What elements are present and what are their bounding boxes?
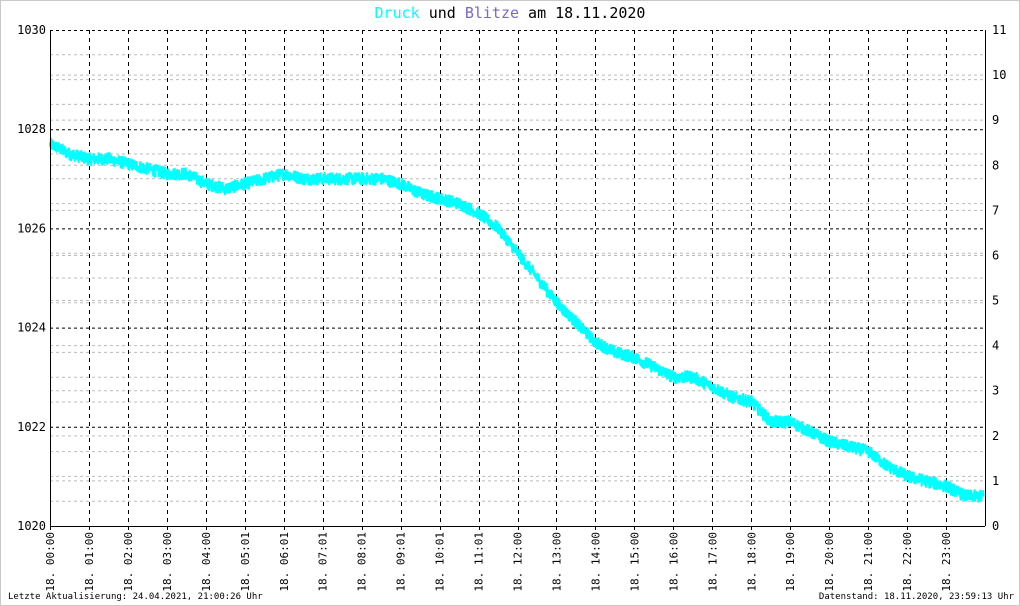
right-tick-label: 11 [992, 23, 1006, 37]
right-tick-label: 0 [992, 519, 999, 533]
left-axis-labels: 1020 1022 1024 1026 1028 1030 [17, 23, 46, 533]
title-und: und [419, 4, 465, 22]
right-tick-label: 9 [992, 113, 999, 127]
right-tick-label: 2 [992, 429, 999, 443]
grid [50, 30, 985, 526]
x-tick-label: 18. 10:01 [434, 532, 447, 592]
x-tick-label: 18. 16:00 [667, 532, 680, 592]
axes [50, 30, 986, 530]
title-blitze: Blitze [464, 4, 520, 22]
x-tick-label: 18. 17:00 [706, 532, 719, 592]
x-tick-label: 18. 03:00 [161, 532, 174, 592]
left-tick-label: 1026 [17, 221, 46, 235]
x-tick-label: 18. 20:00 [823, 532, 836, 592]
x-tick-label: 18. 21:00 [862, 532, 875, 592]
right-tick-label: 1 [992, 474, 999, 488]
x-tick-label: 18. 08:01 [356, 532, 369, 592]
right-tick-label: 8 [992, 158, 999, 172]
x-tick-label: 18. 11:01 [473, 532, 486, 592]
x-tick-label: 18. 13:00 [550, 532, 563, 592]
x-tick-label: 18. 00:00 [44, 532, 57, 592]
x-tick-label: 18. 15:00 [628, 532, 641, 592]
x-tick-label: 18. 04:00 [200, 532, 213, 592]
x-tick-label: 18. 02:00 [122, 532, 135, 592]
right-tick-label: 3 [992, 384, 999, 398]
x-tick-label: 18. 18:00 [745, 532, 758, 592]
x-tick-label: 18. 01:00 [83, 532, 96, 592]
x-tick-label: 18. 06:01 [278, 532, 291, 592]
left-tick-label: 1028 [17, 122, 46, 136]
right-tick-label: 4 [992, 339, 999, 353]
x-tick-label: 18. 22:00 [901, 532, 914, 592]
title-druck: Druck [374, 4, 420, 22]
chart-title: Druck und Blitze am 18.11.2020 [0, 4, 1020, 22]
left-tick-label: 1024 [17, 321, 46, 335]
x-tick-label: 18. 14:00 [589, 532, 602, 592]
title-date: am 18.11.2020 [519, 4, 646, 22]
left-tick-label: 1030 [17, 23, 46, 37]
series-layer [48, 137, 985, 503]
right-axis-labels: 0 1 2 3 4 5 6 7 8 9 10 11 [992, 23, 1006, 533]
left-tick-label: 1020 [17, 519, 46, 533]
right-tick-label: 5 [992, 294, 999, 308]
left-tick-label: 1022 [17, 420, 46, 434]
footer-data-status: Datenstand: 18.11.2020, 23:59:13 Uhr [818, 592, 1014, 602]
series-line-druck [48, 137, 985, 503]
footer-last-update: Letzte Aktualisierung: 24.04.2021, 21:00… [8, 592, 263, 602]
x-tick-label: 18. 19:00 [784, 532, 797, 592]
right-tick-label: 6 [992, 248, 999, 262]
x-tick-label: 18. 23:00 [940, 532, 953, 592]
x-tick-label: 18. 09:01 [395, 532, 408, 592]
x-tick-label: 18. 07:01 [317, 532, 330, 592]
x-tick-label: 18. 12:00 [512, 532, 525, 592]
x-axis-labels: 18. 00:00 18. 01:00 18. 02:00 18. 03:00 18. … [44, 532, 953, 592]
right-tick-label: 10 [992, 68, 1006, 82]
x-tick-label: 18. 05:01 [239, 532, 252, 592]
right-tick-label: 7 [992, 203, 999, 217]
